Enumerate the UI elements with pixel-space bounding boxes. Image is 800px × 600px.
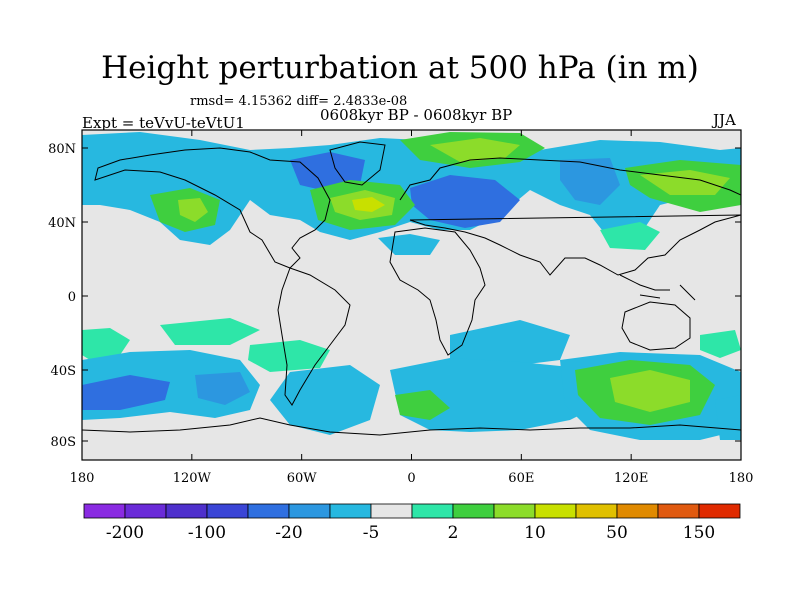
colorbar-label: 150 bbox=[683, 523, 715, 543]
colorbar-swatch bbox=[329, 503, 372, 519]
colorbar-swatch bbox=[370, 503, 413, 519]
coast-north-america bbox=[94, 147, 331, 269]
anomaly-field bbox=[82, 132, 741, 440]
colorbar-label: 50 bbox=[606, 523, 628, 543]
colorbar-swatch bbox=[83, 503, 126, 519]
contour-yellowgreen-pacific-east bbox=[640, 170, 730, 195]
contour-cyan-south-atlantic bbox=[270, 365, 380, 435]
axis-ticks: 80N 40N 0 40S 80S 180 120W 60W 0 60E 120E 180 bbox=[48, 130, 753, 486]
colorbar-label: -200 bbox=[106, 523, 144, 543]
colorbar-label: 10 bbox=[524, 523, 546, 543]
contour-blue-south-pacific-2 bbox=[195, 372, 250, 405]
lat-tick-label: 40N bbox=[48, 216, 76, 231]
contour-yellow-atlantic bbox=[352, 197, 385, 212]
colorbar-swatch bbox=[575, 503, 618, 519]
lon-tick-label: 120E bbox=[614, 471, 648, 486]
colorbar-swatch bbox=[534, 503, 577, 519]
colorbar-swatch bbox=[698, 503, 741, 519]
coast-europe-asia bbox=[399, 157, 741, 276]
contour-green-east-australia bbox=[700, 330, 741, 358]
season-label: JJA bbox=[713, 111, 736, 129]
colorbar-swatch bbox=[616, 503, 659, 519]
coast-australia bbox=[621, 301, 691, 351]
contour-green-south-ocean bbox=[395, 390, 450, 420]
stats-line: rmsd= 4.15362 diff= 2.4833e-08 bbox=[190, 94, 408, 109]
colorbar-label: 2 bbox=[448, 523, 459, 543]
lon-tick-label: 120W bbox=[173, 471, 212, 486]
colorbar-swatch bbox=[493, 503, 536, 519]
contour-blue-asia bbox=[560, 158, 620, 205]
colorbar-label: -5 bbox=[363, 523, 380, 543]
lon-tick-label: 180 bbox=[70, 471, 95, 486]
colorbar-swatch bbox=[288, 503, 331, 519]
contour-yellowgreen-australia-south bbox=[610, 370, 690, 412]
coast-africa bbox=[389, 227, 486, 356]
colorbar-swatch bbox=[247, 503, 290, 519]
colorbar-swatch bbox=[206, 503, 249, 519]
contour-green-south-pacific bbox=[160, 318, 260, 345]
lon-tick-label: 0 bbox=[407, 471, 415, 486]
colorbar: -200 -100 -20 -5 2 10 50 150 bbox=[83, 503, 741, 543]
contour-cyan-south-ocean bbox=[390, 358, 610, 432]
coast-antarctica bbox=[82, 417, 741, 436]
colorbar-swatch bbox=[124, 503, 167, 519]
contour-green-asia bbox=[600, 222, 660, 250]
colorbar-swatch bbox=[165, 503, 208, 519]
contour-blue-south-pacific bbox=[82, 375, 170, 410]
period-label: 0608kyr BP - 0608kyr BP bbox=[320, 106, 513, 124]
coastlines bbox=[82, 141, 741, 436]
colorbar-swatch bbox=[452, 503, 495, 519]
lat-tick-label: 0 bbox=[68, 290, 76, 305]
contour-blue-europe bbox=[410, 175, 520, 228]
contour-green-south-pacific-west bbox=[82, 328, 130, 360]
experiment-label: Expt = teVvU-teVtU1 bbox=[82, 114, 245, 132]
contour-yellowgreen-pacific bbox=[178, 198, 208, 222]
contour-cyan-indian bbox=[450, 320, 570, 372]
coast-greenland bbox=[329, 141, 386, 186]
coast-south-america bbox=[277, 267, 351, 406]
plot-title: Height perturbation at 500 hPa (in m) bbox=[101, 50, 699, 86]
colorbar-label: -20 bbox=[275, 523, 302, 543]
coast-southeast-asia bbox=[619, 274, 696, 301]
colorbar-swatch bbox=[411, 503, 454, 519]
contour-yellowgreen-arctic bbox=[430, 138, 520, 162]
contour-green-south-atlantic bbox=[248, 340, 330, 372]
lat-tick-label: 80S bbox=[51, 435, 76, 450]
lon-tick-label: 180 bbox=[729, 471, 754, 486]
lat-tick-label: 80N bbox=[48, 142, 76, 157]
colorbar-label: -100 bbox=[188, 523, 226, 543]
colorbar-swatch bbox=[657, 503, 700, 519]
lat-tick-label: 40S bbox=[51, 364, 76, 379]
lon-tick-label: 60E bbox=[508, 471, 534, 486]
lon-tick-label: 60W bbox=[287, 471, 318, 486]
